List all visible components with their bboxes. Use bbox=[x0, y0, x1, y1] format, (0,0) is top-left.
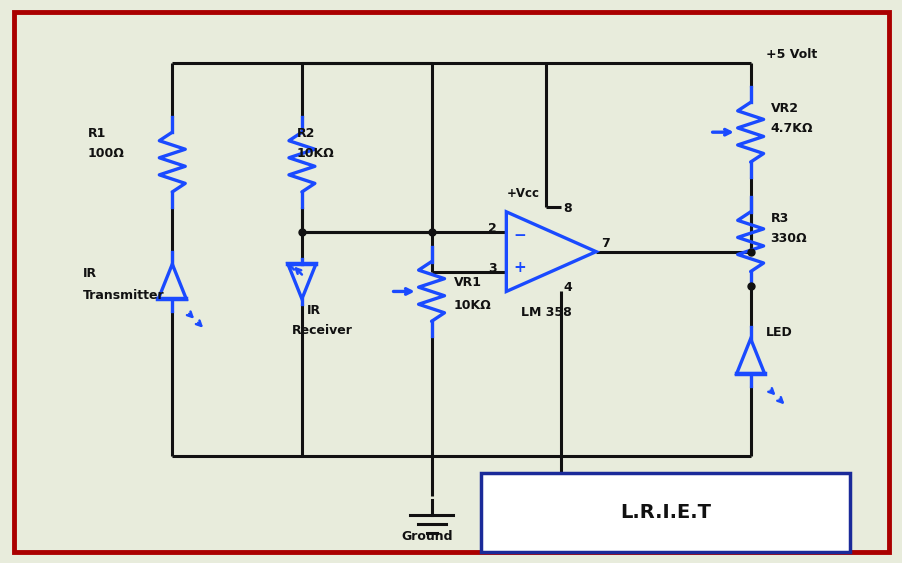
Text: VR1: VR1 bbox=[453, 276, 481, 289]
Text: 4: 4 bbox=[563, 282, 571, 294]
Text: 7: 7 bbox=[601, 236, 609, 249]
Text: 100Ω: 100Ω bbox=[87, 147, 124, 160]
Text: VR2: VR2 bbox=[769, 102, 797, 115]
Text: L.R.I.E.T: L.R.I.E.T bbox=[620, 503, 711, 522]
FancyBboxPatch shape bbox=[481, 472, 850, 552]
Text: Receiver: Receiver bbox=[291, 324, 353, 337]
Text: −: − bbox=[512, 228, 525, 243]
Text: 10KΩ: 10KΩ bbox=[453, 300, 491, 312]
Text: 2: 2 bbox=[488, 222, 497, 235]
FancyBboxPatch shape bbox=[14, 12, 888, 552]
Text: 3: 3 bbox=[488, 262, 496, 275]
Text: IR: IR bbox=[307, 304, 321, 317]
Text: 10KΩ: 10KΩ bbox=[297, 147, 335, 160]
Text: IR: IR bbox=[82, 266, 97, 279]
Text: +Vcc: +Vcc bbox=[506, 187, 538, 200]
Text: Ground: Ground bbox=[401, 530, 453, 543]
Text: Transmitter: Transmitter bbox=[82, 289, 164, 302]
Text: R3: R3 bbox=[769, 212, 788, 225]
Text: R2: R2 bbox=[297, 127, 315, 140]
Text: 4.7KΩ: 4.7KΩ bbox=[769, 122, 812, 135]
Text: +5 Volt: +5 Volt bbox=[765, 47, 816, 61]
Text: 330Ω: 330Ω bbox=[769, 232, 806, 245]
Text: LM 358: LM 358 bbox=[520, 306, 572, 319]
Text: +: + bbox=[512, 260, 525, 275]
Text: 8: 8 bbox=[563, 202, 571, 215]
Text: LED: LED bbox=[765, 326, 791, 339]
Text: R1: R1 bbox=[87, 127, 106, 140]
